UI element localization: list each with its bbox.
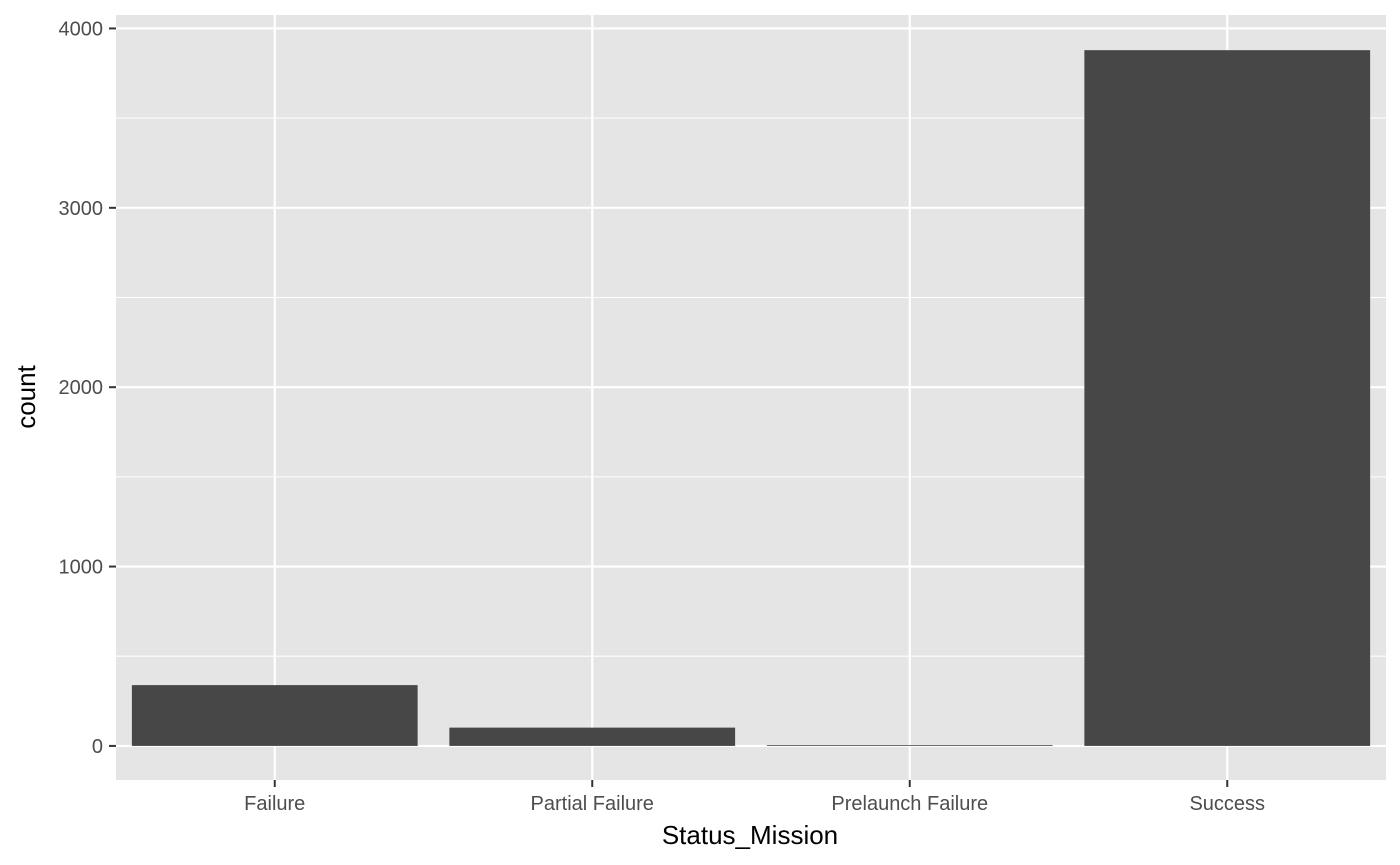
y-axis-title: count <box>11 364 41 428</box>
bar-success <box>1084 50 1371 746</box>
y-tick-label: 0 <box>92 736 103 758</box>
y-tick-label: 1000 <box>59 557 104 579</box>
x-axis: Failure Partial Failure Prelaunch Failure S… <box>244 780 1265 815</box>
bar-prelaunch-failure <box>766 745 1053 747</box>
y-axis: 0 1000 2000 3000 4000 <box>59 18 116 758</box>
x-tick-label: Partial Failure <box>531 793 654 815</box>
x-tick-label: Failure <box>244 793 305 815</box>
bars <box>131 50 1371 747</box>
y-tick-label: 4000 <box>59 18 104 40</box>
bar-failure <box>131 685 418 746</box>
x-tick-label: Prelaunch Failure <box>831 793 988 815</box>
bar-partial-failure <box>449 727 736 746</box>
x-axis-title: Status_Mission <box>662 820 838 850</box>
y-tick-label: 3000 <box>59 198 104 220</box>
x-tick-label: Success <box>1189 793 1265 815</box>
y-tick-label: 2000 <box>59 377 104 399</box>
